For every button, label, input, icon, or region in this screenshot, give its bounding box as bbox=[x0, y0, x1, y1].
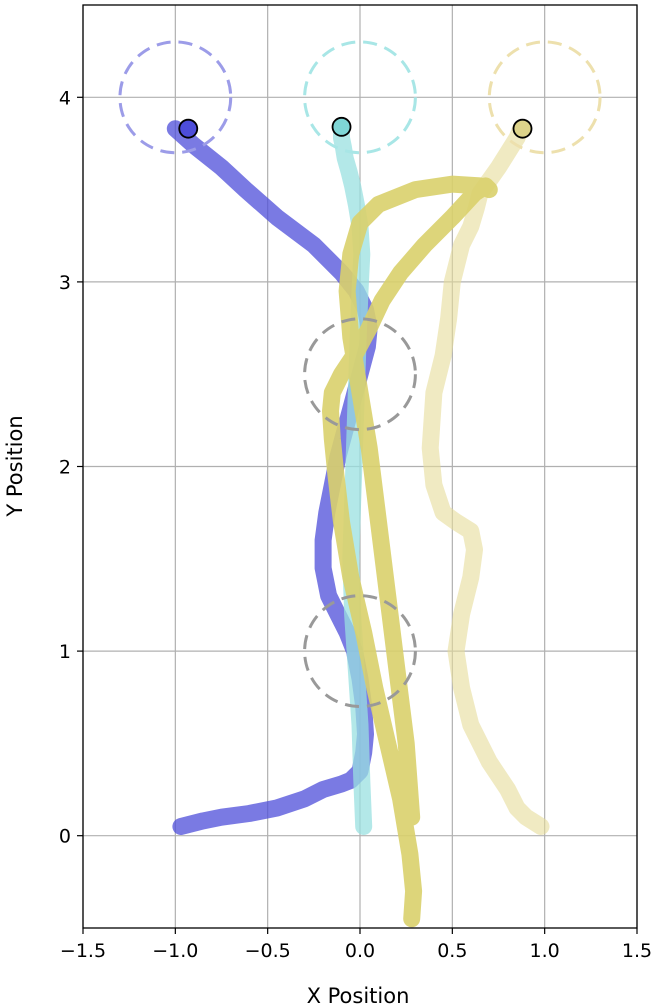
trajectory-line-2 bbox=[333, 120, 373, 835]
trajectories bbox=[166, 120, 550, 928]
end-markers bbox=[178, 116, 533, 139]
y-tick-label: 2 bbox=[59, 457, 71, 479]
end-marker bbox=[512, 118, 533, 139]
y-tick-label: 3 bbox=[59, 272, 71, 294]
x-tick-label: −0.5 bbox=[245, 940, 291, 962]
y-axis-ticks: 0 1 2 3 4 bbox=[59, 87, 83, 848]
goal-circle bbox=[303, 40, 417, 155]
goal-circle bbox=[487, 40, 602, 155]
end-marker bbox=[331, 116, 352, 137]
x-tick-label: 1.0 bbox=[530, 940, 560, 962]
end-marker bbox=[178, 118, 199, 139]
obstacle-circle bbox=[303, 594, 417, 708]
trajectory-line-4 bbox=[322, 175, 498, 928]
x-tick-label: −1.5 bbox=[60, 940, 106, 962]
target-circles bbox=[118, 40, 602, 708]
x-axis-ticks: −1.5 −1.0 −0.5 0.0 0.5 1.0 1.5 bbox=[60, 928, 652, 962]
goal-circle bbox=[118, 40, 233, 155]
obstacle-circle bbox=[303, 317, 417, 432]
y-tick-label: 4 bbox=[59, 87, 71, 109]
x-tick-label: 1.5 bbox=[622, 940, 652, 962]
x-tick-label: 0.0 bbox=[345, 940, 375, 962]
y-tick-label: 0 bbox=[59, 826, 71, 848]
y-axis-label: Y Position bbox=[3, 415, 27, 517]
y-tick-label: 1 bbox=[59, 641, 71, 663]
x-tick-label: −1.0 bbox=[152, 940, 198, 962]
x-tick-label: 0.5 bbox=[437, 940, 467, 962]
x-axis-label: X Position bbox=[307, 984, 410, 1008]
